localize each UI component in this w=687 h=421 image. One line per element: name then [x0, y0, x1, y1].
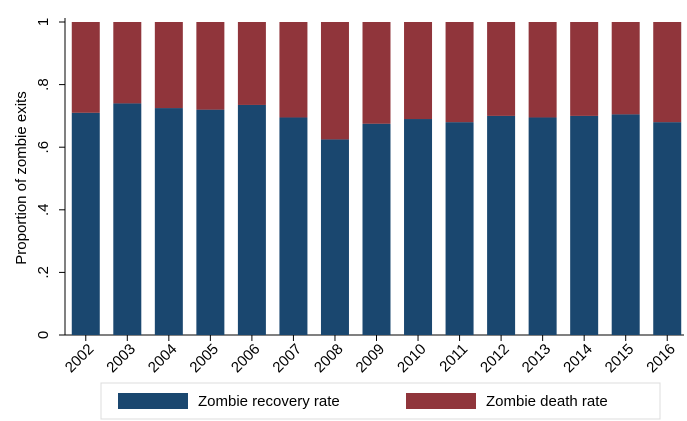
legend-swatch: [406, 393, 476, 409]
bar-segment: [611, 22, 640, 115]
bar-segment: [653, 122, 682, 335]
y-axis-label: Proportion of zombie exits: [13, 91, 30, 264]
bar-segment: [71, 112, 100, 336]
bar-segment: [445, 122, 474, 335]
bar-segment: [487, 22, 516, 116]
bar-segment: [320, 22, 349, 140]
y-tick-label: .4: [35, 204, 52, 217]
bar-segment: [320, 139, 349, 335]
bar-segment: [279, 22, 308, 118]
bar-segment: [653, 22, 682, 123]
bar-segment: [237, 104, 266, 335]
bar-segment: [404, 22, 433, 120]
legend: [100, 382, 661, 420]
bar-segment: [196, 109, 225, 335]
y-tick-label: .8: [35, 78, 52, 91]
bar-segment: [196, 22, 225, 110]
y-tick-label: .6: [35, 141, 52, 154]
bar-segment: [279, 117, 308, 335]
bar-segment: [362, 123, 391, 335]
bar-segment: [237, 22, 266, 105]
y-tick-label: .2: [35, 266, 52, 279]
bar-segment: [487, 115, 516, 336]
y-tick-label: 1: [35, 18, 52, 26]
legend-label: Zombie death rate: [486, 393, 608, 410]
bar-segment: [570, 115, 599, 336]
legend-swatch: [118, 393, 188, 409]
bar-segment: [113, 22, 142, 104]
bar-segment: [362, 22, 391, 124]
bar-segment: [611, 114, 640, 336]
bar-segment: [404, 119, 433, 335]
bar-segment: [528, 117, 557, 335]
bar-segment: [71, 22, 100, 113]
bar-segment: [113, 103, 142, 335]
bar-segment: [154, 22, 183, 109]
bar-segment: [570, 22, 599, 116]
bar-segment: [528, 22, 557, 118]
y-tick-label: 0: [35, 331, 52, 339]
bar-segment: [154, 108, 183, 335]
bar-segment: [445, 22, 474, 123]
legend-label: Zombie recovery rate: [198, 393, 340, 410]
